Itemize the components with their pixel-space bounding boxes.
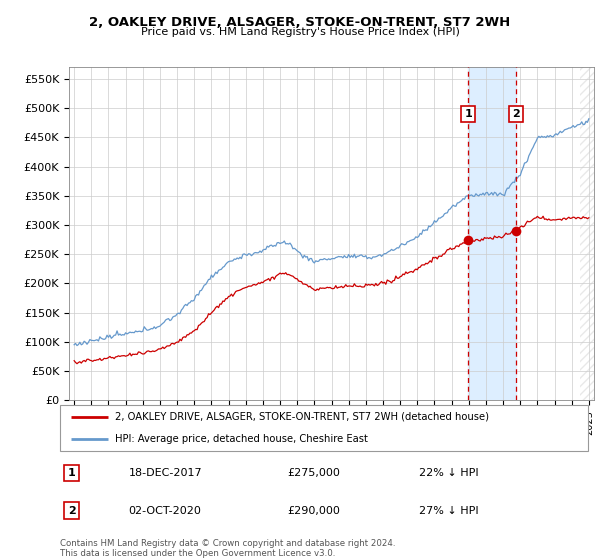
Bar [580,67,600,400]
Text: HPI: Average price, detached house, Cheshire East: HPI: Average price, detached house, Ches… [115,434,368,444]
Text: Price paid vs. HM Land Registry's House Price Index (HPI): Price paid vs. HM Land Registry's House … [140,27,460,37]
Text: 2: 2 [512,109,520,119]
Bar [468,67,516,400]
Text: 1: 1 [464,109,472,119]
Text: 2, OAKLEY DRIVE, ALSAGER, STOKE-ON-TRENT, ST7 2WH (detached house): 2, OAKLEY DRIVE, ALSAGER, STOKE-ON-TRENT… [115,412,490,422]
Text: £275,000: £275,000 [287,468,340,478]
Text: 18-DEC-2017: 18-DEC-2017 [128,468,202,478]
Text: 27% ↓ HPI: 27% ↓ HPI [419,506,479,516]
Text: 2: 2 [68,506,76,516]
Text: 2, OAKLEY DRIVE, ALSAGER, STOKE-ON-TRENT, ST7 2WH: 2, OAKLEY DRIVE, ALSAGER, STOKE-ON-TRENT… [89,16,511,29]
FancyBboxPatch shape [60,405,588,451]
Text: 22% ↓ HPI: 22% ↓ HPI [419,468,479,478]
Text: 02-OCT-2020: 02-OCT-2020 [128,506,202,516]
Text: £290,000: £290,000 [287,506,340,516]
Text: 1: 1 [68,468,76,478]
Text: Contains HM Land Registry data © Crown copyright and database right 2024.
This d: Contains HM Land Registry data © Crown c… [60,539,395,558]
